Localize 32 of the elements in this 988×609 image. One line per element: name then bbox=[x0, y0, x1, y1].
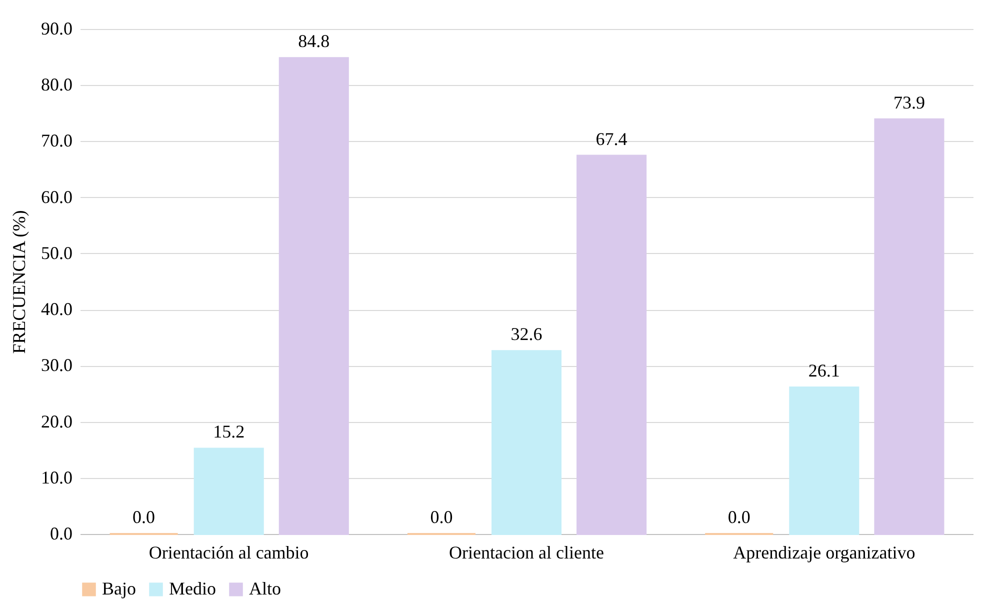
data-label: 32.6 bbox=[510, 324, 542, 344]
y-tick-label: 70.0 bbox=[41, 130, 72, 151]
bar bbox=[576, 154, 647, 535]
data-label: 0.0 bbox=[430, 507, 453, 527]
y-tick-label: 10.0 bbox=[41, 467, 72, 488]
y-tick-label: 50.0 bbox=[41, 242, 72, 263]
legend-label: Alto bbox=[249, 578, 282, 598]
x-tick-label: Orientacion al cliente bbox=[449, 542, 604, 562]
legend-label: Medio bbox=[169, 578, 216, 598]
data-label: 84.8 bbox=[298, 31, 330, 52]
y-tick-label: 80.0 bbox=[41, 74, 72, 95]
data-label: 26.1 bbox=[808, 360, 840, 381]
x-tick-label: Orientación al cambio bbox=[148, 542, 309, 562]
bar bbox=[278, 57, 349, 535]
y-axis-title: FRECUENCIA (%) bbox=[9, 210, 29, 354]
y-tick-label: 30.0 bbox=[41, 355, 72, 376]
legend-label: Bajo bbox=[102, 578, 136, 598]
data-label: 0.0 bbox=[132, 507, 156, 527]
y-tick-label: 90.0 bbox=[41, 18, 72, 38]
y-tick-label: 20.0 bbox=[41, 411, 72, 432]
data-label: 73.9 bbox=[893, 92, 925, 112]
y-tick-label: 40.0 bbox=[41, 299, 72, 320]
y-tick-label: 0.0 bbox=[50, 524, 72, 544]
y-tick-label: 60.0 bbox=[41, 186, 72, 207]
bar bbox=[874, 118, 944, 535]
bar bbox=[491, 350, 562, 535]
data-label: 15.2 bbox=[213, 422, 245, 442]
x-tick-label: Aprendizaje organizativo bbox=[733, 542, 916, 562]
bar bbox=[789, 386, 860, 535]
bar bbox=[194, 448, 264, 535]
data-label: 0.0 bbox=[728, 507, 750, 527]
data-label: 67.4 bbox=[596, 128, 628, 149]
